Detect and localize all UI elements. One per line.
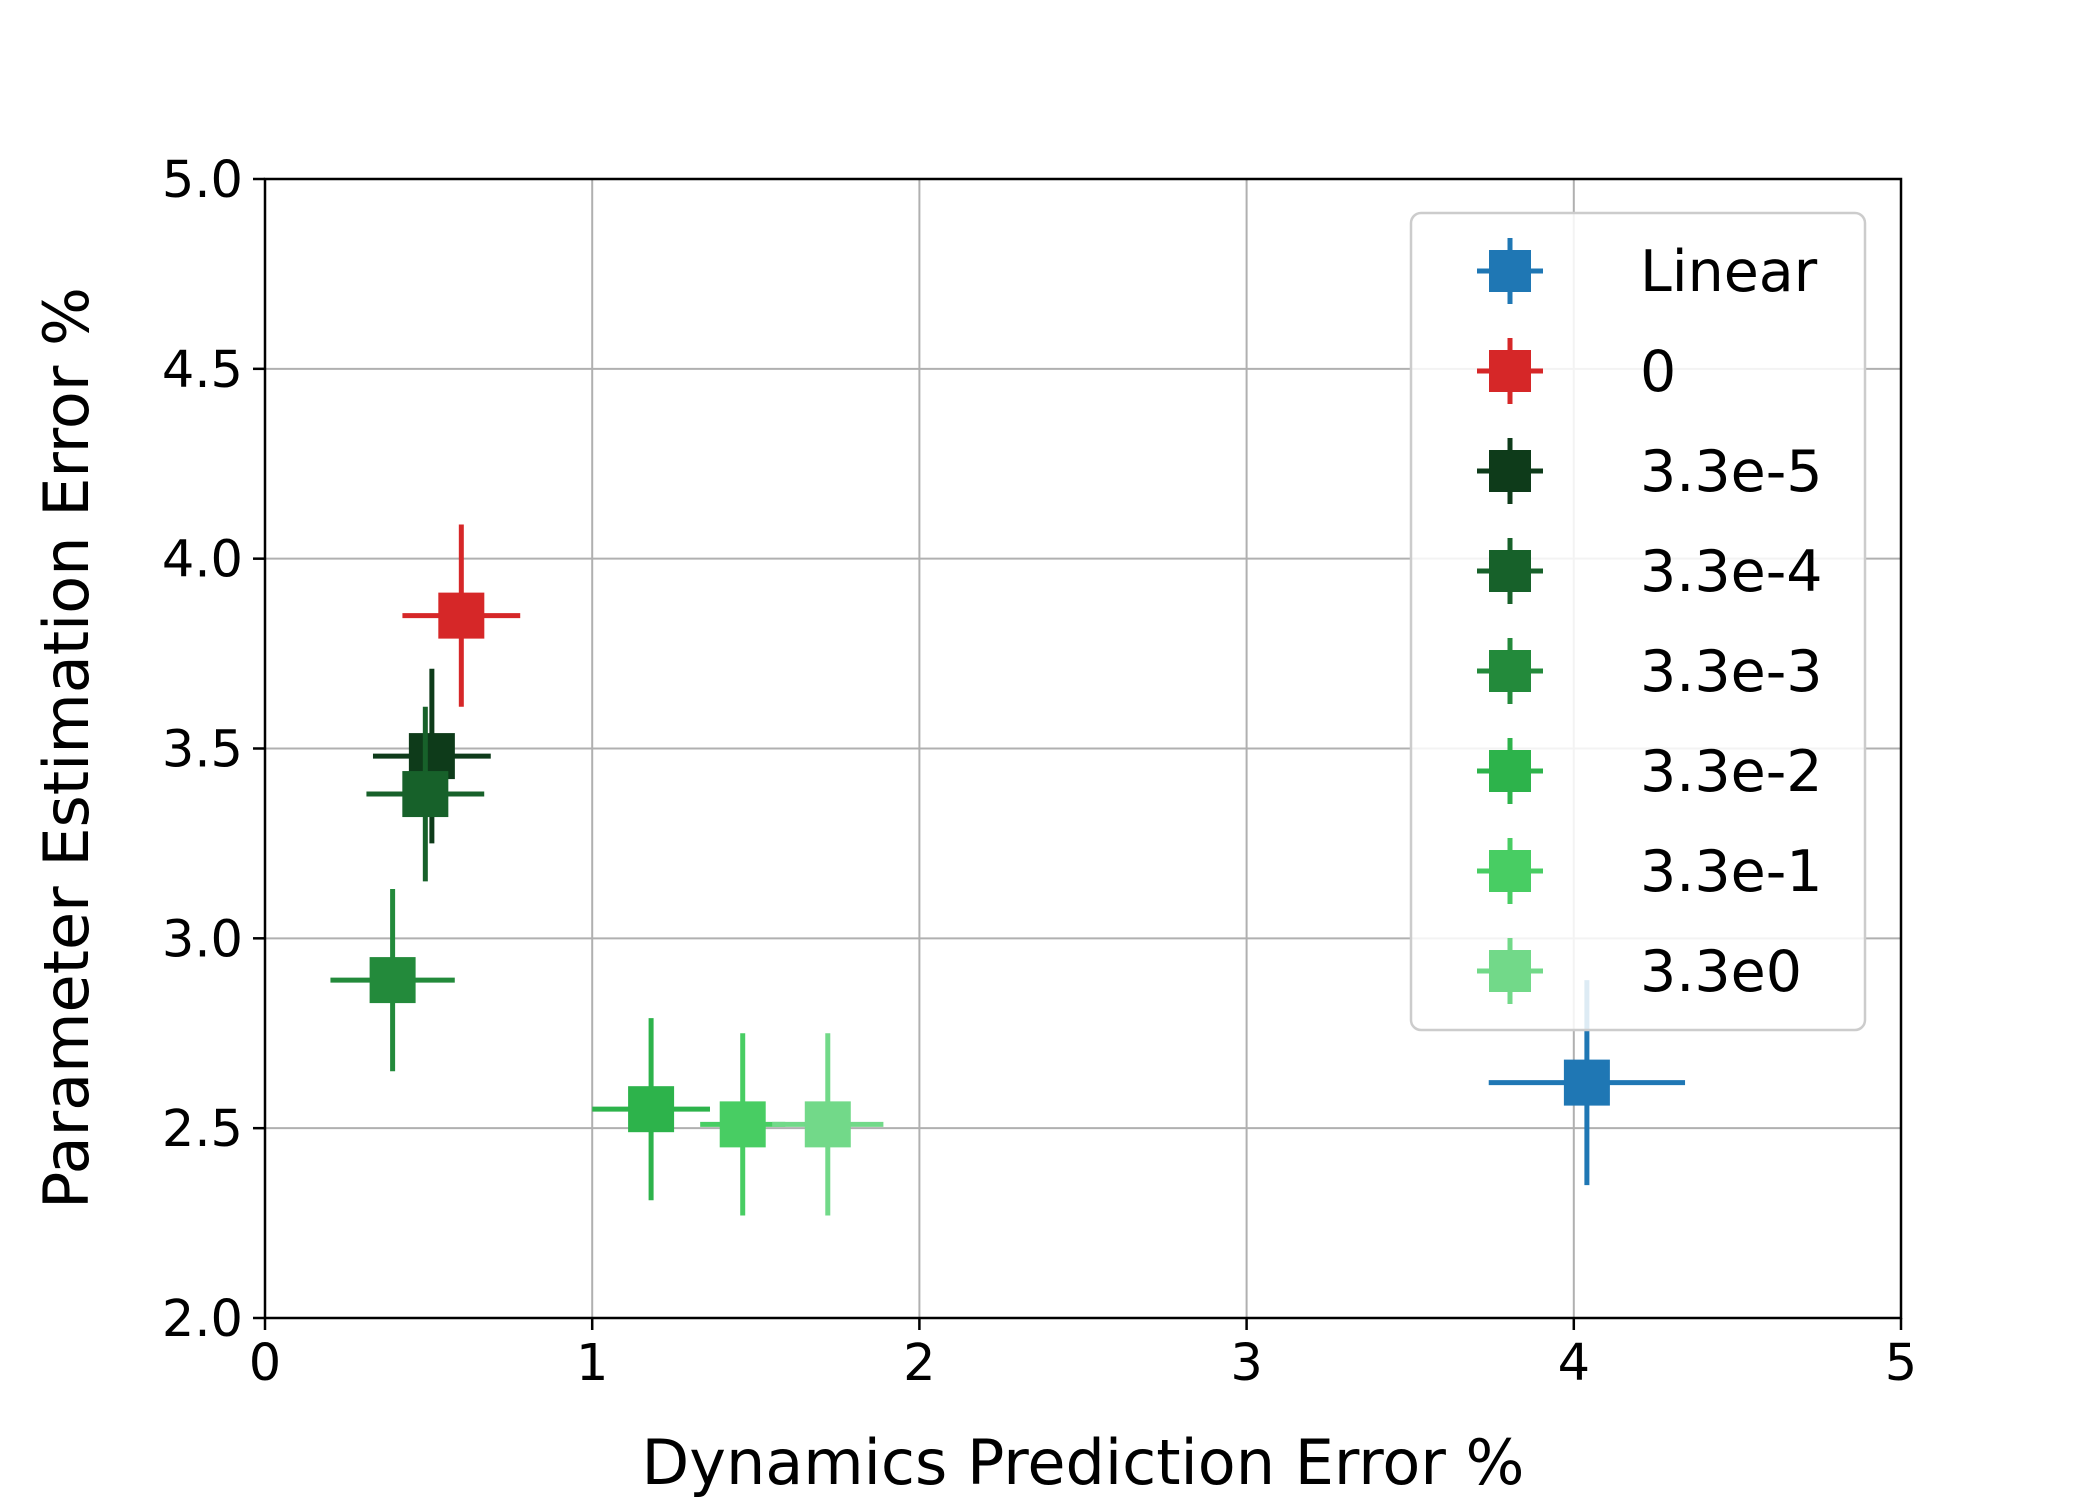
legend-entry: 3.3e-5 [1477, 438, 1823, 505]
legend-label: 3.3e-5 [1640, 439, 1823, 505]
legend-marker [1489, 450, 1531, 492]
x-tick-label: 2 [903, 1334, 935, 1393]
data-point [700, 1033, 786, 1216]
square-marker [1563, 1059, 1610, 1106]
legend-label: Linear [1640, 239, 1818, 305]
legend-label: 3.3e-4 [1640, 539, 1823, 605]
square-marker [369, 957, 416, 1004]
legend: Linear 0 3.3e-5 3.3e-4 3.3e-3 3.3e-2 3.3e-1 3.3… [1409, 211, 1867, 1032]
legend-label: 3.3e-3 [1640, 639, 1823, 705]
x-tick-label: 0 [249, 1334, 281, 1393]
legend-label: 0 [1640, 339, 1676, 405]
x-axis: 0 1 2 3 4 5 [249, 1318, 1917, 1393]
legend-entry: 3.3e-3 [1477, 638, 1823, 705]
legend-entry: 3.3e-4 [1477, 538, 1823, 605]
legend-label: 3.3e0 [1640, 939, 1802, 1005]
legend-marker [1489, 850, 1531, 892]
legend-marker [1489, 550, 1531, 592]
y-tick-label: 2.0 [162, 1290, 243, 1349]
legend-marker [1489, 750, 1531, 792]
data-point [402, 524, 521, 707]
square-marker [402, 771, 449, 818]
legend-marker [1489, 350, 1531, 392]
square-marker [438, 592, 485, 639]
y-tick-label: 2.5 [162, 1100, 243, 1159]
legend-entry: 3.3e-2 [1477, 738, 1823, 805]
x-tick-label: 1 [576, 1334, 608, 1393]
legend-entry: 3.3e0 [1477, 938, 1802, 1005]
y-tick-label: 3.0 [162, 910, 243, 969]
y-axis: 2.0 2.5 3.0 3.5 4.0 4.5 5.0 [162, 151, 265, 1349]
data-point [372, 668, 491, 844]
x-tick-label: 5 [1885, 1334, 1917, 1393]
legend-entry: Linear [1477, 238, 1818, 305]
data-points [330, 524, 1686, 1216]
square-marker [628, 1086, 675, 1133]
y-tick-label: 4.5 [162, 341, 243, 400]
legend-entry: 3.3e-1 [1477, 838, 1823, 905]
legend-label: 3.3e-1 [1640, 839, 1823, 905]
data-point [592, 1018, 710, 1201]
x-axis-title: Dynamics Prediction Error % [642, 1426, 1525, 1499]
legend-entry: 0 [1477, 338, 1676, 405]
legend-marker [1489, 950, 1531, 992]
legend-marker [1489, 650, 1531, 692]
x-tick-label: 4 [1558, 1334, 1590, 1393]
y-tick-label: 5.0 [162, 151, 243, 210]
data-point [366, 706, 485, 882]
square-marker [719, 1101, 766, 1148]
y-tick-label: 3.5 [162, 721, 243, 780]
square-marker [804, 1101, 851, 1148]
data-point [330, 888, 455, 1072]
y-tick-label: 4.0 [162, 531, 243, 590]
legend-label: 3.3e-2 [1640, 739, 1823, 805]
legend-marker [1489, 250, 1531, 292]
legend-box [1409, 211, 1867, 1032]
data-point [772, 1033, 884, 1216]
x-tick-label: 3 [1230, 1334, 1262, 1393]
y-axis-title: Parameter Estimation Error % [30, 287, 103, 1209]
